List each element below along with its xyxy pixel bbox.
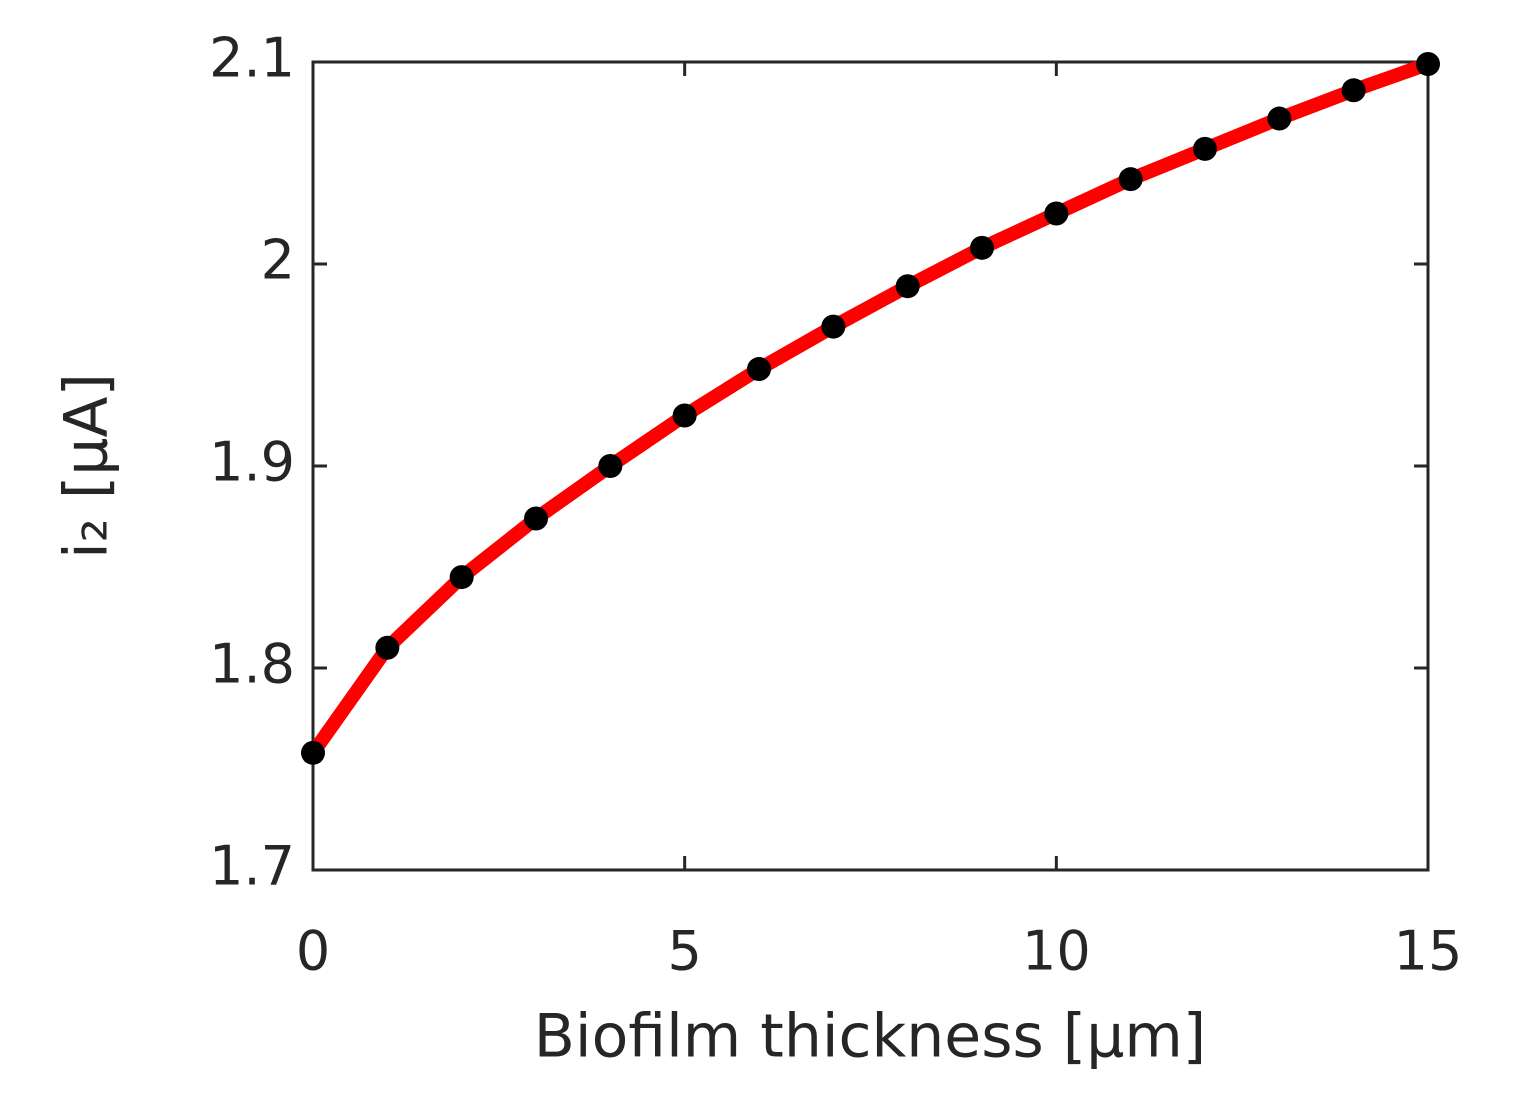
plot-frame [311, 60, 1430, 872]
marker [672, 403, 697, 428]
marker [524, 506, 548, 531]
marker [1118, 167, 1143, 192]
marker [598, 454, 623, 478]
marker [1416, 52, 1440, 77]
marker [1044, 201, 1069, 226]
marker [1193, 136, 1217, 161]
x-tick-label: 5 [667, 920, 701, 983]
marker [301, 740, 325, 765]
marker [895, 274, 920, 299]
marker [1267, 106, 1292, 131]
marker [449, 565, 474, 590]
line [306, 57, 1435, 760]
marker [821, 314, 846, 339]
marker [970, 235, 994, 260]
x-tick-label: 10 [1022, 920, 1091, 983]
x-tick-label: 0 [296, 920, 330, 983]
x-axis-label: Biofilm thickness [μm] [534, 1002, 1206, 1072]
y-tick-label: 1.9 [209, 431, 295, 494]
y-tick-label: 2.1 [209, 27, 295, 90]
y-tick-label: 2 [261, 229, 295, 292]
x-tick-label: 15 [1394, 920, 1463, 983]
marker [747, 357, 771, 382]
marker [375, 635, 400, 660]
marker [1341, 78, 1366, 103]
y-axis-label: i₂ [μA] [52, 373, 122, 559]
y-tick-label: 1.7 [209, 835, 295, 898]
y-tick-label: 1.8 [209, 633, 295, 696]
